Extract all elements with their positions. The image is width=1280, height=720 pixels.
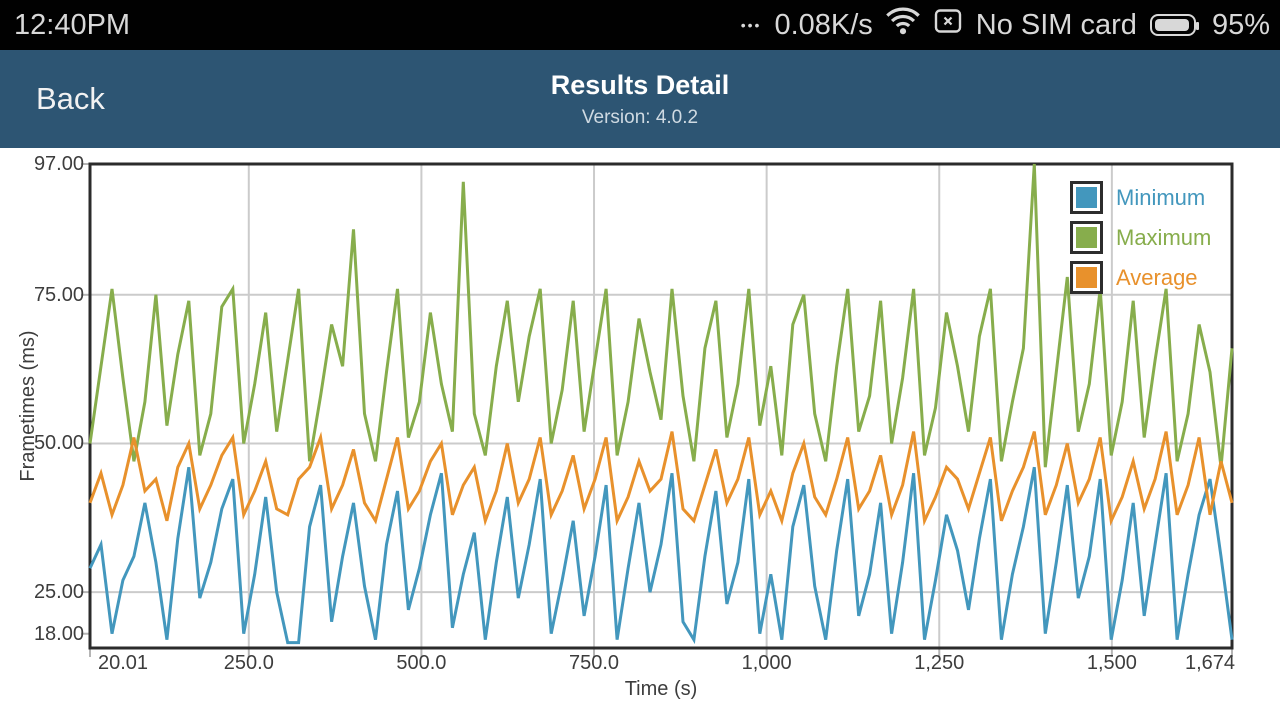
x-axis-title: Time (s) <box>624 678 698 700</box>
status-bar: 12:40PM ••• 0.08K/s No SIM card <box>0 0 1280 50</box>
wifi-icon <box>885 7 920 43</box>
x-tick-label: 250.0 <box>223 652 274 674</box>
no-sim-icon <box>933 7 963 43</box>
x-tick-label: 1,674 <box>1184 652 1236 674</box>
legend-item-minimum: Minimum <box>1070 181 1211 214</box>
legend-swatch-fill <box>1076 187 1097 208</box>
frametimes-chart[interactable]: Frametimes (ms) Time (s) Minimum Maximum A… <box>0 148 1280 720</box>
y-tick-label: 18.00 <box>33 622 84 645</box>
chart-plot[interactable] <box>0 148 1280 720</box>
legend-label: Minimum <box>1116 184 1206 210</box>
version-label: Version: 4.0.2 <box>581 106 699 128</box>
title-block: Results Detail Version: 4.0.2 <box>0 50 1280 148</box>
legend-swatch-icon <box>1070 221 1103 254</box>
chart-legend: Minimum Maximum Average <box>1070 181 1211 301</box>
legend-swatch-icon <box>1070 261 1103 294</box>
legend-swatch-fill <box>1076 267 1097 288</box>
x-tick-label: 750.0 <box>568 652 620 674</box>
x-tick-label: 1,500 <box>1086 652 1137 674</box>
plot-border <box>88 162 1234 650</box>
legend-item-average: Average <box>1070 261 1211 294</box>
y-tick-label: 97.00 <box>33 153 84 175</box>
battery-nub <box>1195 22 1199 30</box>
battery-icon <box>1149 14 1199 36</box>
clock: 12:40PM <box>14 8 131 41</box>
legend-swatch-icon <box>1070 181 1103 214</box>
series-line-average <box>88 431 1234 527</box>
back-button[interactable]: Back <box>36 81 105 116</box>
legend-label: Average <box>1116 264 1198 290</box>
battery-percent: 95% <box>1211 8 1270 41</box>
network-speed: 0.08K/s <box>774 8 873 41</box>
app-bar: Back Results Detail Version: 4.0.2 <box>0 50 1280 148</box>
legend-label: Maximum <box>1116 224 1212 250</box>
legend-swatch-fill <box>1076 227 1097 248</box>
y-tick-label: 50.00 <box>33 432 84 455</box>
network-traffic-dots-icon: ••• <box>740 17 762 33</box>
battery-fill <box>1154 19 1189 31</box>
x-tick-label: 1,000 <box>741 652 792 674</box>
y-tick-label: 75.00 <box>33 283 84 306</box>
y-tick-label: 25.00 <box>33 581 84 604</box>
series-line-maximum <box>88 163 1234 468</box>
x-tick-label: 1,250 <box>914 652 965 674</box>
series-line-minimum <box>88 466 1234 645</box>
sim-status: No SIM card <box>975 8 1137 41</box>
x-tick-label: 20.01 <box>97 652 149 674</box>
status-bar-right: ••• 0.08K/s No SIM card <box>741 0 1270 50</box>
x-tick-label: 500.0 <box>396 652 447 674</box>
legend-item-maximum: Maximum <box>1070 221 1211 254</box>
page-title: Results Detail <box>550 69 730 100</box>
